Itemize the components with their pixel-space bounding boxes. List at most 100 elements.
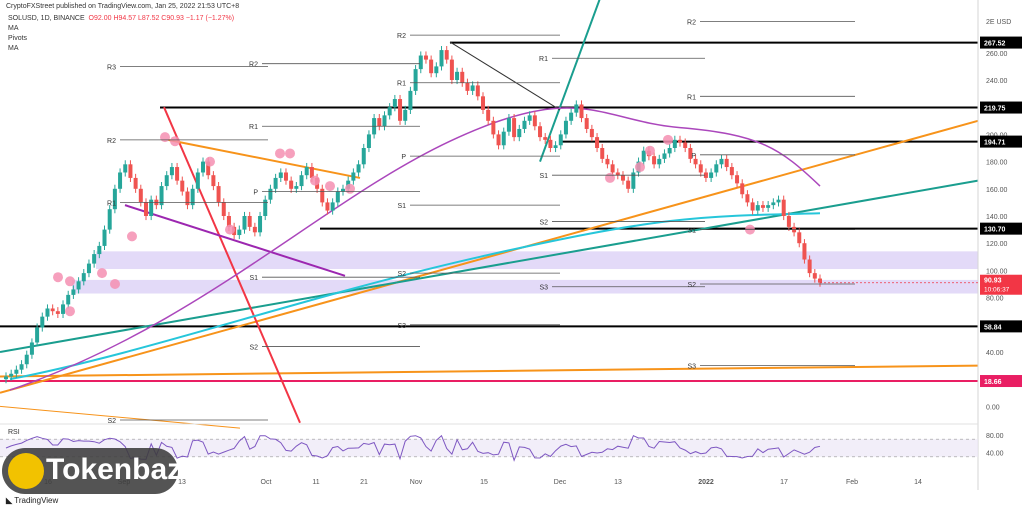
pivot-label: R1	[539, 56, 548, 63]
level-tag-label: 130.70	[984, 227, 1006, 234]
orange-resistance-line	[167, 138, 361, 179]
symbol-label: SOLUSD, 1D, BINANCE	[8, 15, 85, 22]
candle-body	[563, 120, 568, 135]
candle-body	[86, 263, 91, 274]
candle-body	[719, 158, 724, 165]
candle-body	[185, 191, 190, 206]
candle-body	[491, 120, 496, 135]
marker-circle	[127, 231, 137, 242]
x-tick-label: 15	[480, 479, 488, 486]
candle-body	[356, 164, 361, 173]
level-tag-label: 219.75	[984, 106, 1006, 113]
pivot-label: S1	[397, 203, 406, 210]
rsi-tick-label: 80.00	[986, 433, 1004, 440]
x-tick-label: Feb	[846, 479, 858, 486]
y-tick-label: 240.00	[986, 78, 1008, 85]
tradingview-label: TradingView	[14, 496, 59, 505]
legend-pivots[interactable]: Pivots	[8, 35, 28, 42]
current-price-tag	[980, 274, 1022, 295]
candle-body	[76, 281, 81, 290]
y-tick-label: 180.00	[986, 160, 1008, 167]
legend-ma-2[interactable]: MA	[8, 45, 19, 52]
candle-body	[496, 134, 501, 146]
level-tag	[980, 101, 1022, 114]
candle-body	[283, 172, 288, 181]
candle-body	[771, 202, 776, 206]
level-tag	[980, 36, 1022, 49]
candle-body	[745, 194, 750, 203]
candle-body	[413, 69, 418, 91]
candle-body	[480, 96, 485, 110]
candle-body	[610, 164, 615, 173]
level-tag-label: 267.52	[984, 41, 1006, 48]
candle-body	[683, 142, 688, 148]
candle-body	[444, 50, 449, 60]
candle-body	[455, 71, 460, 80]
teal-trendline	[0, 179, 979, 353]
candle-body	[9, 373, 14, 377]
candle-body	[579, 104, 584, 119]
candle-body	[662, 153, 667, 159]
candle-body	[729, 167, 734, 176]
candle-body	[595, 137, 600, 148]
pivot-label: R1	[687, 94, 696, 101]
candle-body	[631, 172, 636, 189]
candle-body	[812, 273, 817, 279]
x-tick-label: Nov	[410, 479, 423, 486]
level-tag	[980, 375, 1022, 388]
candle-body	[107, 209, 112, 230]
candle-body	[615, 172, 620, 176]
orange-trendline	[0, 119, 979, 394]
candle-body	[4, 376, 8, 380]
pivot-label: S2	[539, 219, 548, 226]
candle-body	[35, 327, 40, 343]
pivot-label: S2	[249, 345, 258, 352]
candle-body	[143, 202, 148, 216]
candle-body	[698, 164, 703, 173]
candle-body	[755, 205, 760, 211]
y-tick-label: 0.00	[986, 404, 1000, 411]
marker-circle	[310, 175, 320, 186]
candle-body	[449, 59, 454, 80]
marker-circle	[275, 148, 285, 159]
candle-body	[781, 199, 786, 216]
candle-body	[589, 128, 594, 138]
x-tick-label: 21	[360, 479, 368, 486]
candle-body	[678, 139, 683, 143]
candle-body	[740, 183, 745, 195]
pivot-label: S3	[539, 285, 548, 292]
y-tick-label: 140.00	[986, 214, 1008, 221]
candle-body	[522, 120, 527, 129]
candle-body	[341, 188, 346, 192]
tradingview-logo[interactable]: ◣ TradingView	[6, 496, 58, 505]
y-tick-label: 120.00	[986, 241, 1008, 248]
candle-body	[527, 115, 532, 121]
candle-body	[252, 226, 257, 233]
level-tag	[980, 135, 1022, 148]
candle-body	[123, 164, 128, 173]
marker-circle	[325, 181, 335, 192]
pivot-label: S1	[249, 275, 258, 282]
rsi-title: RSI	[8, 429, 20, 436]
candle-body	[724, 158, 729, 168]
candle-body	[605, 158, 610, 165]
candle-body	[268, 188, 273, 200]
rsi-band	[0, 439, 978, 457]
pivot-label: R2	[107, 138, 116, 145]
candle-body	[366, 134, 371, 148]
pivot-label: R1	[397, 81, 406, 88]
candle-body	[465, 82, 470, 91]
candle-body	[335, 191, 340, 203]
candle-body	[807, 259, 812, 274]
marker-circle	[97, 268, 107, 279]
x-tick-label: 14	[914, 479, 922, 486]
candle-body	[149, 199, 154, 216]
candle-body	[164, 175, 169, 187]
candle-body	[600, 148, 605, 159]
candle-body	[112, 188, 117, 210]
pivot-label: R1	[249, 124, 258, 131]
current-price-label: 90.93	[984, 278, 1002, 285]
legend-ma-1[interactable]: MA	[8, 25, 19, 32]
candle-body	[278, 172, 283, 178]
